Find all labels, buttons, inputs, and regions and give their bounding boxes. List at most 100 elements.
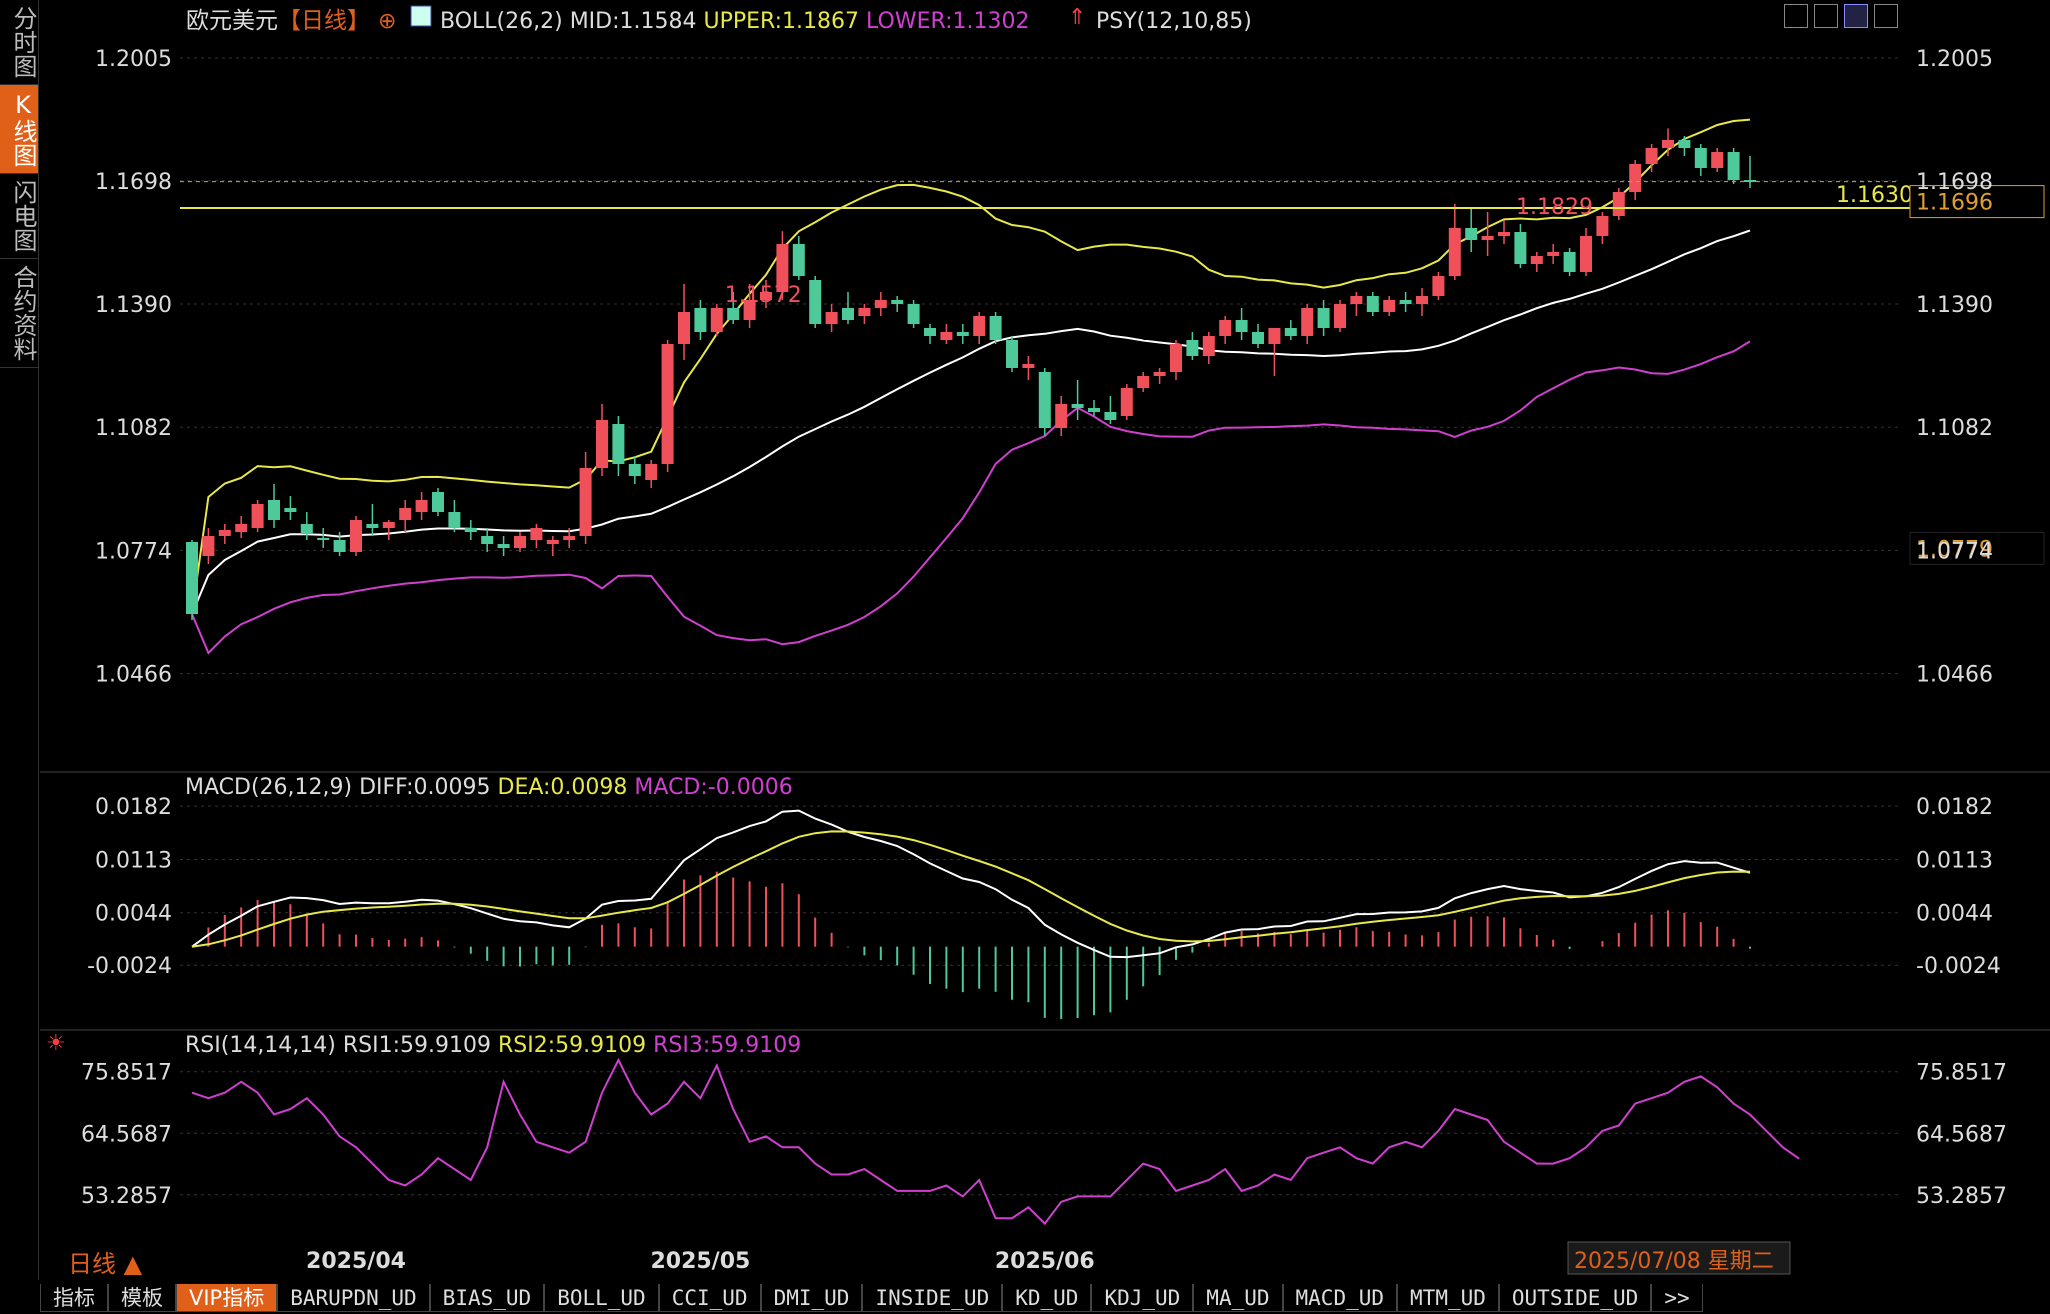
peak-annotation: 1.1572	[725, 283, 802, 308]
candle-body	[1744, 180, 1756, 182]
candle-body	[366, 524, 379, 528]
candle-body	[284, 508, 297, 512]
candle-body	[1645, 148, 1658, 164]
rsi-left-tick-1: 64.5687	[81, 1122, 172, 1147]
bottom-tab-4[interactable]: BIAS_UD	[429, 1284, 545, 1312]
bottom-tab-8[interactable]: INSIDE_UD	[862, 1284, 1003, 1312]
candle-body	[350, 520, 362, 552]
macd-panel	[191, 809, 1751, 1020]
candle-body	[1202, 336, 1215, 356]
candle-body	[1317, 308, 1330, 328]
rsi-left-tick-2: 53.2857	[81, 1184, 172, 1209]
layout-grid-icon[interactable]	[1784, 4, 1808, 28]
candle-body	[1662, 140, 1674, 148]
bottom-tab-3[interactable]: BARUPDN_UD	[277, 1284, 430, 1312]
add-icon[interactable]: ⊕	[378, 9, 396, 34]
price-left-tick-5: 1.0466	[95, 663, 172, 688]
price-left-tick-1: 1.1698	[95, 170, 172, 195]
candle-body	[956, 332, 969, 336]
candle-body	[1153, 372, 1166, 376]
sidebar-tab-3[interactable]: 合约资料	[0, 259, 38, 368]
candle-body	[563, 536, 576, 540]
macd-right-tick-3: -0.0024	[1916, 954, 2001, 979]
candle-body	[333, 540, 346, 552]
bottom-tab-10[interactable]: KDJ_UD	[1091, 1284, 1194, 1312]
boll-lower-line	[191, 340, 1751, 655]
rsi-right-tick-1: 64.5687	[1916, 1122, 2007, 1147]
candle-body	[186, 542, 198, 614]
period-button[interactable]: 日线 ▲	[68, 1250, 143, 1278]
bottom-tab-15[interactable]: >>	[1651, 1284, 1703, 1312]
candle-body	[1711, 152, 1724, 168]
macd-name: MACD(26,12,9)	[185, 775, 352, 800]
sidebar-tab-0[interactable]: 分时图	[0, 0, 38, 85]
price-left-tick-2: 1.1390	[95, 293, 172, 318]
bottom-tab-11[interactable]: MA_UD	[1193, 1284, 1283, 1312]
candle-body	[1596, 216, 1609, 236]
fullscreen-icon[interactable]	[1874, 4, 1898, 28]
candle-body	[1629, 164, 1642, 192]
candle-body	[1170, 344, 1182, 372]
candle-body	[235, 524, 248, 532]
high-annotation: 1.1829	[1516, 195, 1593, 220]
rsi-name: RSI(14,14,14)	[185, 1033, 336, 1058]
candle-body	[694, 308, 707, 332]
chart-style-icon[interactable]	[1844, 4, 1868, 28]
price-right-tick-1: 1.1698	[1916, 170, 1993, 195]
price-right-tick-5: 1.0466	[1916, 663, 1993, 688]
candle-body	[1465, 228, 1478, 240]
x-tick-2: 2025/06	[995, 1249, 1095, 1274]
candle-body	[1268, 328, 1281, 344]
candle-body	[1350, 296, 1363, 304]
bottom-tab-9[interactable]: KD_UD	[1002, 1284, 1092, 1312]
candle-body	[1481, 236, 1494, 240]
settings-icon[interactable]: ☀	[46, 1031, 66, 1056]
candle-body	[743, 300, 756, 320]
candle-body	[1366, 296, 1379, 312]
bottom-tab-13[interactable]: MTM_UD	[1397, 1284, 1499, 1312]
boll-name: BOLL(26,2)	[440, 9, 563, 34]
candle-body	[464, 528, 477, 532]
period-label[interactable]: 【日线】	[278, 8, 370, 34]
sidebar-tab-1[interactable]: K线图	[0, 85, 38, 174]
candle-body	[858, 308, 871, 316]
bottom-tab-12[interactable]: MACD_UD	[1282, 1284, 1398, 1312]
macd-right-tick-0: 0.0182	[1916, 795, 1993, 820]
last-price-box	[1909, 185, 2045, 219]
bottom-tab-7[interactable]: DMI_UD	[760, 1284, 863, 1312]
svg-text:BOLL(26,2) MID:1.1584: BOLL(26,2) MID:1.1584 UPPER:1.1867 LOWER…	[440, 9, 1030, 34]
candle-body	[202, 536, 215, 556]
x-tick-1: 2025/05	[650, 1249, 750, 1274]
bottom-tab-5[interactable]: BOLL_UD	[544, 1284, 659, 1312]
bottom-tab-0[interactable]: 指标	[40, 1284, 108, 1312]
sidebar-tab-2[interactable]: 闪电图	[0, 174, 38, 259]
candle-body	[579, 468, 592, 536]
boll-upper-line	[191, 118, 1751, 615]
candle-body	[1514, 232, 1527, 264]
candle-body	[1071, 404, 1084, 408]
macd-left-tick-3: -0.0024	[87, 954, 172, 979]
bottom-tab-6[interactable]: CCI_UD	[658, 1284, 761, 1312]
macd-left-tick-2: 0.0044	[95, 902, 172, 927]
candle-body	[727, 308, 740, 320]
rsi3-value: RSI3:59.9109	[653, 1033, 801, 1058]
candle-body	[628, 464, 641, 476]
candle-body	[612, 424, 625, 464]
candle-body	[1727, 152, 1740, 180]
candle-body	[842, 308, 854, 320]
boll-upper: UPPER:1.1867	[704, 9, 860, 34]
bottom-tab-14[interactable]: OUTSIDE_UD	[1498, 1284, 1652, 1312]
bottom-tab-1[interactable]: 模板	[108, 1284, 176, 1312]
indicator-icon[interactable]	[410, 5, 432, 27]
bottom-tab-2[interactable]: VIP指标	[176, 1284, 278, 1312]
symbol-title: 欧元美元	[186, 8, 278, 34]
macd-left-tick-0: 0.0182	[95, 795, 172, 820]
cursor-price-tag: 1.0779	[1916, 537, 1993, 562]
candle-body	[546, 540, 559, 544]
candle-body	[760, 292, 772, 300]
price-left-tick-3: 1.1082	[95, 416, 172, 441]
candle-body	[1104, 412, 1117, 420]
candle-style-icon[interactable]	[1814, 4, 1838, 28]
sidebar: 分时图 K线图 闪电图 合约资料	[0, 0, 39, 1280]
candle-body	[497, 544, 510, 548]
